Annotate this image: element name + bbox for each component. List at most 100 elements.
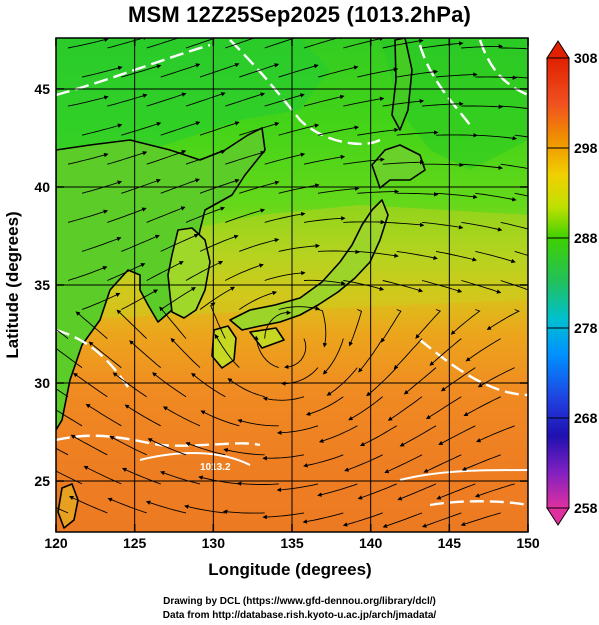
streamline — [239, 238, 280, 252]
streamline — [415, 309, 441, 339]
y-tick-label: 40 — [34, 179, 50, 195]
y-axis: 25 30 35 40 45 — [34, 81, 528, 489]
streamline — [450, 309, 481, 335]
streamline — [278, 64, 319, 78]
streamline — [382, 38, 424, 49]
streamline — [343, 219, 386, 225]
colorbar-bottom-arrow — [546, 507, 570, 526]
streamline — [107, 497, 147, 514]
streamline — [147, 438, 187, 456]
honshu — [229, 199, 389, 331]
streamline — [56, 447, 69, 456]
streamline — [302, 512, 344, 524]
footer-credit-dcl: Drawing by DCL (https://www.gfd-dennou.o… — [163, 596, 436, 607]
streamline — [107, 151, 148, 165]
streamline — [435, 72, 478, 78]
streamline — [348, 396, 383, 421]
streamline — [222, 509, 265, 515]
streamline — [421, 41, 464, 49]
streamline — [68, 495, 108, 514]
streamline — [357, 127, 399, 136]
streamline — [397, 483, 437, 501]
y-axis-title: Latitude (degrees) — [3, 211, 22, 358]
streamline — [199, 178, 240, 194]
streamline — [199, 234, 239, 252]
streamline — [81, 236, 122, 252]
streamline — [435, 192, 478, 200]
streamline — [199, 121, 240, 136]
wind-streamlines — [56, 38, 528, 528]
streamline — [384, 454, 423, 474]
streamline — [317, 249, 360, 255]
streamline — [107, 38, 148, 49]
streamline — [146, 206, 186, 223]
map-grid — [56, 38, 528, 532]
x-axis: 120 125 130 135 140 145 150 — [44, 38, 540, 551]
streamline — [359, 425, 397, 447]
colorbar-tick-label: 308 — [574, 50, 598, 66]
streamline — [343, 280, 385, 291]
colorbar: 308 298 288 278 268 258 — [546, 40, 598, 526]
streamline — [185, 206, 226, 223]
streamline — [67, 266, 108, 281]
streamline — [56, 388, 69, 398]
streamline — [121, 289, 159, 310]
y-tick-label: 35 — [34, 277, 50, 293]
streamline — [399, 425, 437, 447]
streamline — [465, 338, 501, 362]
streamline — [67, 209, 109, 223]
streamline — [160, 63, 201, 78]
streamline — [81, 65, 123, 78]
streamline — [107, 207, 147, 223]
streamline — [396, 130, 439, 136]
streamline — [254, 335, 279, 369]
streamline — [317, 309, 328, 348]
streamline — [185, 38, 217, 49]
streamline — [396, 250, 438, 260]
streamline — [159, 306, 187, 339]
streamline — [162, 406, 201, 427]
streamline — [303, 454, 344, 468]
streamline — [56, 347, 83, 368]
streamline — [262, 454, 305, 461]
streamline — [514, 134, 528, 138]
streamline — [500, 280, 528, 291]
x-tick-label: 120 — [44, 535, 68, 551]
streamline — [72, 372, 108, 398]
streamline — [225, 92, 266, 107]
streamline — [121, 234, 160, 252]
streamline — [514, 76, 528, 79]
streamline — [460, 512, 501, 527]
streamline — [160, 121, 201, 136]
streamline — [160, 286, 196, 310]
streamline — [160, 233, 199, 252]
x-tick-label: 150 — [516, 535, 540, 551]
streamline — [318, 425, 358, 443]
streamline — [357, 250, 399, 258]
streamline — [239, 290, 278, 310]
streamline — [357, 189, 400, 194]
contour-label: 1013.2 — [200, 462, 231, 473]
streamline — [476, 425, 515, 443]
colorbar-tick-label: 298 — [574, 140, 598, 156]
streamline — [185, 92, 226, 107]
shikoku — [249, 327, 285, 349]
streamline — [421, 101, 464, 107]
x-tick-label: 125 — [123, 535, 147, 551]
streamline — [210, 302, 226, 339]
streamline — [278, 306, 321, 311]
streamline — [357, 67, 399, 78]
streamline — [264, 211, 306, 223]
streamline — [317, 483, 358, 497]
streamline — [88, 341, 122, 368]
streamline — [514, 192, 528, 197]
streamline — [429, 338, 462, 366]
streamline — [278, 123, 320, 136]
x-tick-label: 135 — [280, 535, 304, 551]
y-tick-label: 30 — [34, 375, 50, 391]
streamline — [85, 403, 122, 427]
streamline — [107, 263, 146, 281]
x-axis-title: Longitude (degrees) — [208, 560, 371, 579]
streamline — [421, 280, 463, 293]
